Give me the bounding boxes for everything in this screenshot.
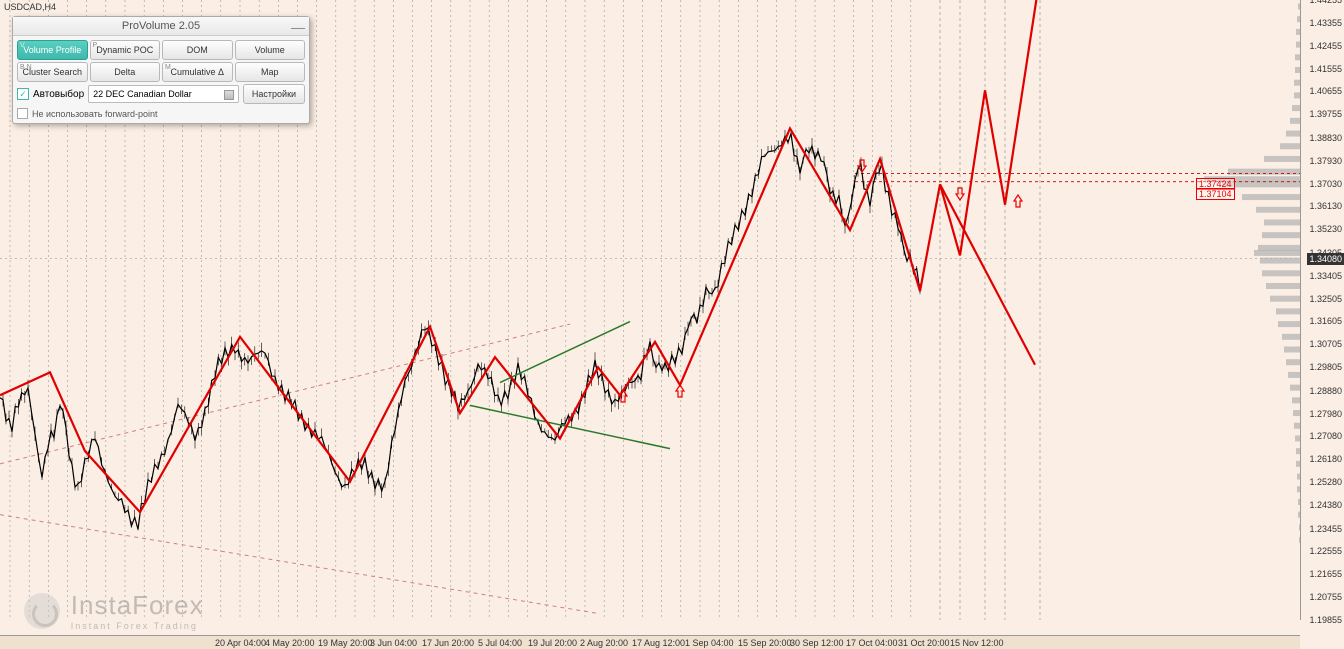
y-tick: 1.40655: [1309, 86, 1342, 96]
provolume-panel: ProVolume 2.05 — VVolume ProfilePDynamic…: [12, 16, 310, 124]
x-tick: 31 Oct 20:00: [898, 638, 950, 648]
panel-title: ProVolume 2.05: [122, 20, 200, 32]
y-tick: 1.20755: [1309, 592, 1342, 602]
x-tick: 20 Apr 04:00: [215, 638, 266, 648]
x-tick: 17 Jun 20:00: [422, 638, 474, 648]
x-tick: 15 Nov 12:00: [950, 638, 1004, 648]
x-tick: 17 Aug 12:00: [632, 638, 685, 648]
y-tick: 1.21655: [1309, 569, 1342, 579]
forward-point-label: Не использовать forward-point: [32, 109, 158, 119]
panel-body: VVolume ProfilePDynamic POCDOMVolume B N…: [13, 36, 309, 123]
panel-button-volume[interactable]: Volume: [235, 40, 306, 60]
y-tick: 1.38830: [1309, 133, 1342, 143]
button-row-2: B NCluster SearchDeltaMCumulative ΔMap: [17, 62, 305, 82]
y-tick: 1.27980: [1309, 409, 1342, 419]
y-tick: 1.36130: [1309, 201, 1342, 211]
instrument-value: 22 DEC Canadian Dollar: [93, 89, 192, 99]
x-tick: 2 Aug 20:00: [580, 638, 628, 648]
watermark-icon: [24, 593, 60, 629]
y-tick: 1.33405: [1309, 271, 1342, 281]
panel-button-cluster-search[interactable]: B NCluster Search: [17, 62, 88, 82]
forward-point-checkbox[interactable]: [17, 108, 28, 119]
chart-container: USDCAD,H4 1.442551.433551.424551.415551.…: [0, 0, 1344, 649]
x-tick: 17 Oct 04:00: [846, 638, 898, 648]
x-tick: 1 Sep 04:00: [685, 638, 734, 648]
control-row: ✓ Автовыбор 22 DEC Canadian Dollar Настр…: [17, 84, 305, 104]
x-tick: 3 Jun 04:00: [370, 638, 417, 648]
y-tick: 1.39755: [1309, 109, 1342, 119]
minimize-icon[interactable]: —: [291, 19, 305, 33]
instrument-select[interactable]: 22 DEC Canadian Dollar: [88, 85, 239, 103]
settings-label: Настройки: [252, 89, 296, 99]
settings-button[interactable]: Настройки: [243, 84, 305, 104]
watermark: InstaForex Instant Forex Trading: [24, 590, 204, 631]
y-tick: 1.26180: [1309, 454, 1342, 464]
panel-button-dom[interactable]: DOM: [162, 40, 233, 60]
x-tick: 5 Jul 04:00: [478, 638, 522, 648]
y-tick: 1.24380: [1309, 500, 1342, 510]
y-tick: 1.22555: [1309, 546, 1342, 556]
y-tick: 1.29805: [1309, 362, 1342, 372]
y-tick: 1.43355: [1309, 18, 1342, 28]
panel-title-bar[interactable]: ProVolume 2.05 —: [13, 17, 309, 36]
y-tick: 1.37930: [1309, 156, 1342, 166]
x-tick: 15 Sep 20:00: [738, 638, 792, 648]
forward-point-row: Не использовать forward-point: [17, 108, 305, 119]
y-tick: 1.30705: [1309, 339, 1342, 349]
panel-button-cumulative-[interactable]: MCumulative Δ: [162, 62, 233, 82]
y-tick: 1.37030: [1309, 179, 1342, 189]
y-tick: 1.35230: [1309, 224, 1342, 234]
y-tick: 1.41555: [1309, 64, 1342, 74]
watermark-title: InstaForex: [71, 590, 204, 621]
y-tick: 1.44255: [1309, 0, 1342, 5]
x-tick: 19 Jul 20:00: [528, 638, 577, 648]
autoselect-label: Автовыбор: [33, 89, 84, 100]
y-tick: 1.31605: [1309, 316, 1342, 326]
panel-button-dynamic-poc[interactable]: PDynamic POC: [90, 40, 161, 60]
x-axis: 20 Apr 04:004 May 20:0019 May 20:003 Jun…: [0, 635, 1300, 649]
button-row-1: VVolume ProfilePDynamic POCDOMVolume: [17, 40, 305, 60]
y-tick: 1.23455: [1309, 524, 1342, 534]
y-tick: 1.32505: [1309, 294, 1342, 304]
poc-label: 1.37104: [1196, 188, 1235, 200]
y-tick: 1.19855: [1309, 615, 1342, 625]
panel-button-delta[interactable]: Delta: [90, 62, 161, 82]
x-tick: 4 May 20:00: [265, 638, 315, 648]
panel-button-volume-profile[interactable]: VVolume Profile: [17, 40, 88, 60]
y-tick: 1.25280: [1309, 477, 1342, 487]
x-tick: 30 Sep 12:00: [790, 638, 844, 648]
current-price-badge: 1.34080: [1307, 253, 1344, 265]
y-tick: 1.27080: [1309, 431, 1342, 441]
watermark-subtitle: Instant Forex Trading: [71, 621, 204, 631]
y-tick: 1.42455: [1309, 41, 1342, 51]
x-tick: 19 May 20:00: [318, 638, 373, 648]
panel-button-map[interactable]: Map: [235, 62, 306, 82]
autoselect-checkbox[interactable]: ✓: [17, 88, 29, 100]
y-tick: 1.28880: [1309, 386, 1342, 396]
y-axis: 1.44255 1.43355 1.42455 1.41555 1.40655 1.397…: [1300, 0, 1344, 620]
